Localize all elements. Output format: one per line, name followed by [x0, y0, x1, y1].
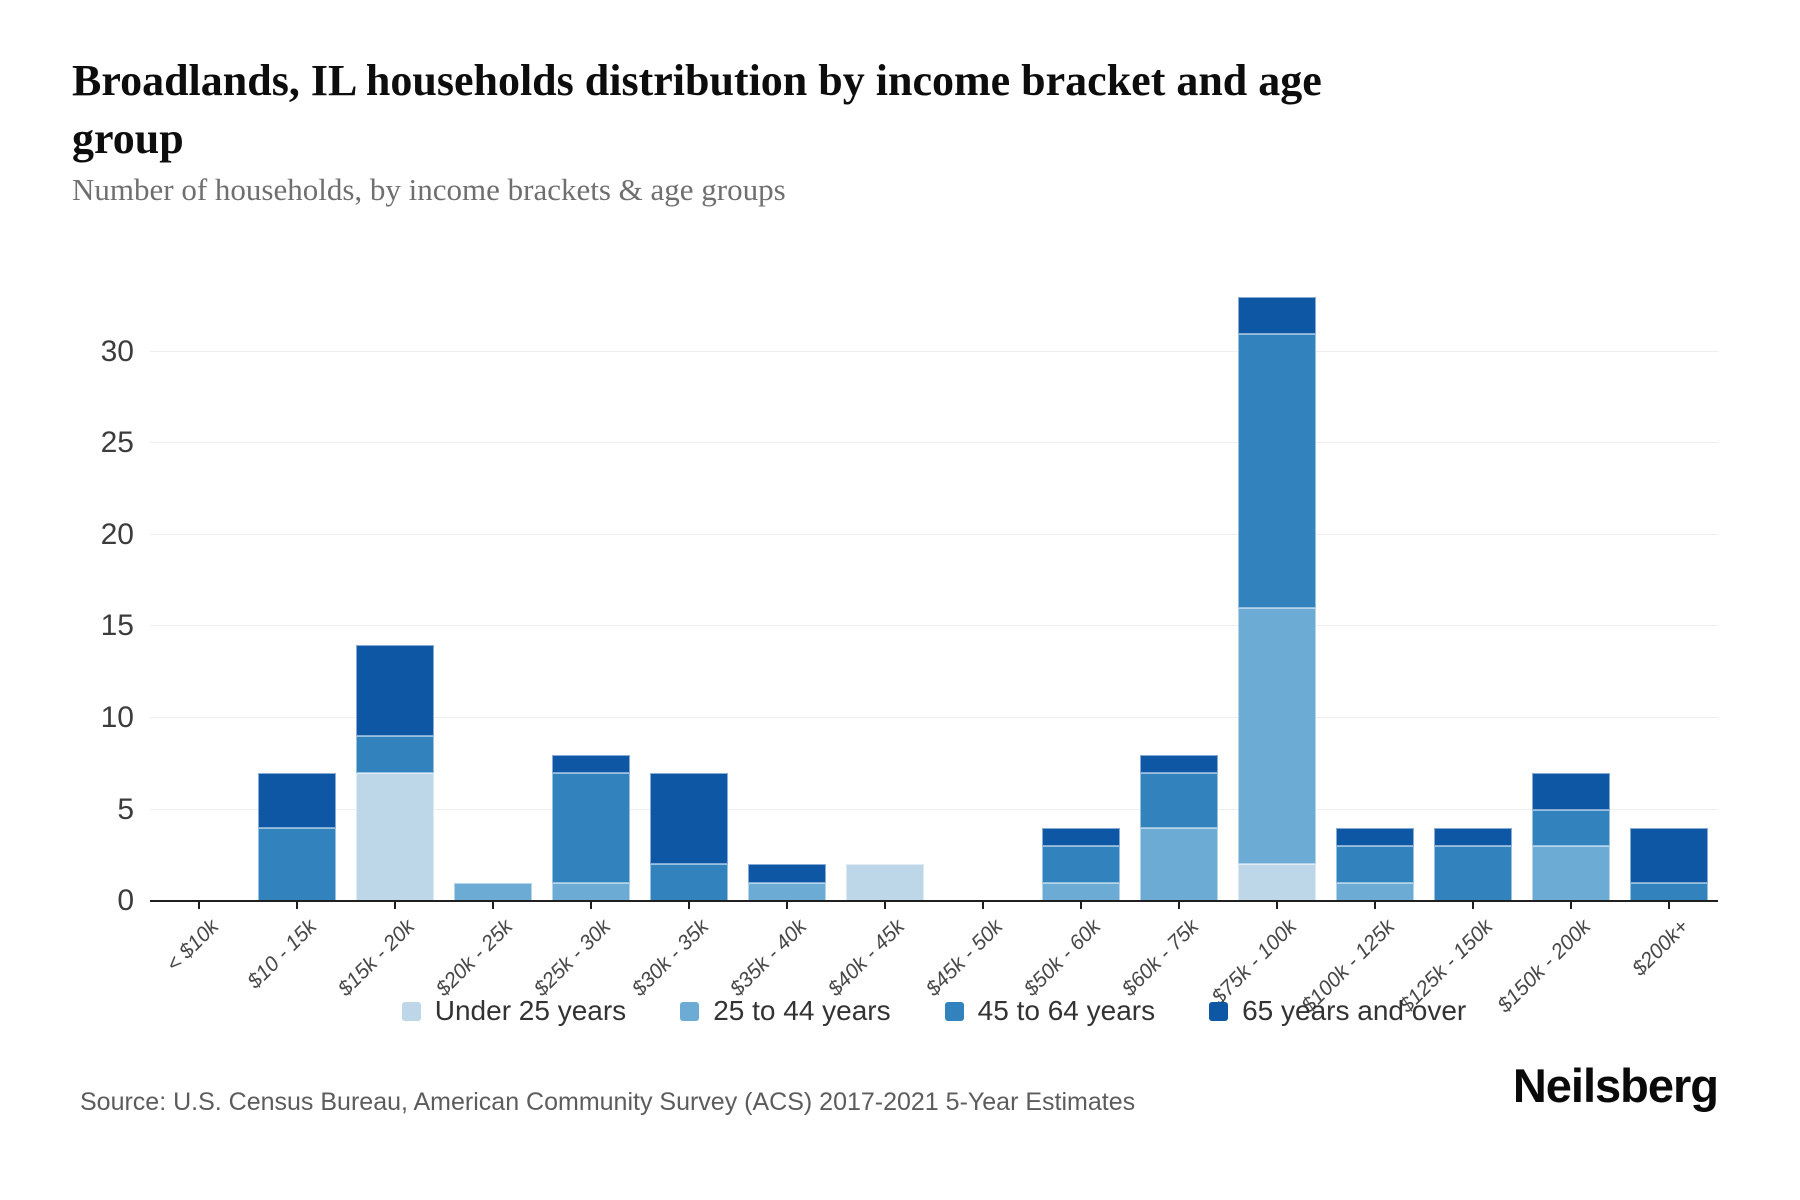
bar-segment[interactable] [552, 882, 630, 901]
bar-segment[interactable] [356, 644, 434, 737]
legend-swatch-icon [680, 1001, 700, 1021]
x-axis-tick [688, 902, 690, 909]
bar-segment[interactable] [1336, 882, 1414, 901]
chart-plot-area: 0 5 10 15 20 25 30 < $10k $10 - 15k $15k - 20k $20… [101, 297, 1718, 1017]
gridline-y-30 [150, 350, 1718, 352]
bar-segment[interactable] [1140, 772, 1218, 828]
bar-segment[interactable] [748, 882, 826, 901]
bar-segment[interactable] [1434, 846, 1512, 901]
y-axis-tick-label-20: 20 [100, 517, 134, 551]
legend-item[interactable]: 65 years and over [1209, 995, 1466, 1027]
bar-segment[interactable] [650, 772, 728, 865]
legend-item[interactable]: 25 to 44 years [680, 995, 891, 1027]
bar-segment[interactable] [356, 772, 434, 901]
bar-segment[interactable] [1238, 608, 1316, 865]
x-axis-tick [492, 902, 494, 909]
bar-segment[interactable] [1238, 297, 1316, 334]
x-axis-label: $35k - 40k [725, 915, 812, 1001]
x-axis-label: $30k - 35k [627, 915, 714, 1001]
x-axis-tick [1668, 902, 1670, 909]
bar-segment[interactable] [1630, 827, 1708, 883]
y-axis-tick-label-25: 25 [100, 426, 134, 460]
chart-legend: Under 25 years 25 to 44 years 45 to 64 yea… [150, 995, 1718, 1027]
gridline-y-10 [150, 716, 1718, 718]
x-axis-tick [786, 902, 788, 909]
bar-segment[interactable] [1042, 882, 1120, 901]
x-axis-tick [1178, 902, 1180, 909]
bar-segment[interactable] [356, 736, 434, 773]
x-axis-label: $200k+ [1627, 915, 1694, 981]
y-axis-tick-label-5: 5 [117, 792, 134, 826]
bar-segment[interactable] [258, 772, 336, 828]
x-axis-tick [394, 902, 396, 909]
x-axis-label: < $10k [161, 915, 224, 977]
x-axis-label: $40k - 45k [823, 915, 910, 1001]
legend-item[interactable]: Under 25 years [401, 995, 627, 1027]
bar-segment[interactable] [552, 772, 630, 883]
bar-segment[interactable] [1140, 754, 1218, 773]
x-axis-label: $60k - 75k [1117, 915, 1204, 1001]
gridline-y-20 [150, 533, 1718, 535]
legend-label: Under 25 years [434, 995, 627, 1026]
bar-segment[interactable] [1630, 882, 1708, 901]
neilsberg-logo[interactable]: Neilsberg [1512, 1059, 1719, 1112]
legend-label: 25 to 44 years [713, 995, 891, 1026]
bar-segment[interactable] [1336, 846, 1414, 883]
legend-swatch-icon [401, 1001, 421, 1021]
x-axis-label: $15k - 20k [333, 915, 420, 1001]
legend-swatch-icon [944, 1001, 964, 1021]
bar-segment[interactable] [1238, 864, 1316, 901]
x-axis-tick [198, 902, 200, 909]
bar-segment[interactable] [1140, 827, 1218, 901]
bar-segment[interactable] [258, 827, 336, 901]
x-axis-tick [884, 902, 886, 909]
gridline-y-5 [150, 808, 1718, 810]
bar-segment[interactable] [1042, 827, 1120, 847]
gridline-y-25 [150, 442, 1718, 444]
x-axis-label: $10 - 15k [243, 915, 322, 994]
y-axis-tick-label-10: 10 [100, 700, 134, 734]
bar-segment[interactable] [650, 864, 728, 901]
x-axis-tick [1472, 902, 1474, 909]
x-axis-line [150, 900, 1718, 902]
x-axis-label: $20k - 25k [431, 915, 518, 1001]
bar-segment[interactable] [1434, 827, 1512, 847]
source-text: Source: U.S. Census Bureau, American Com… [80, 1088, 1136, 1116]
bar-segment[interactable] [454, 882, 532, 901]
bar-segment[interactable] [1532, 846, 1610, 901]
page-title: Broadlands, IL households distribution b… [72, 56, 1322, 164]
page-subtitle: Number of households, by income brackets… [72, 172, 786, 207]
x-axis-label: $25k - 30k [529, 915, 616, 1001]
x-axis-tick [1276, 902, 1278, 909]
bar-segment[interactable] [552, 754, 630, 773]
x-axis-label: $50k - 60k [1019, 915, 1106, 1001]
legend-label: 45 to 64 years [977, 995, 1156, 1026]
legend-swatch-icon [1209, 1001, 1229, 1021]
bar-segment[interactable] [1532, 772, 1610, 810]
x-axis-tick [1570, 902, 1572, 909]
bar-segment[interactable] [1042, 846, 1120, 883]
x-axis-tick [1374, 902, 1376, 909]
y-axis-tick-label-15: 15 [100, 609, 134, 643]
bar-segment[interactable] [1532, 809, 1610, 847]
y-axis-tick-label-0: 0 [117, 884, 134, 917]
legend-item[interactable]: 45 to 64 years [944, 995, 1156, 1027]
bar-segment[interactable] [1336, 827, 1414, 847]
legend-label: 65 years and over [1242, 995, 1467, 1026]
x-axis-tick [590, 902, 592, 909]
x-axis-tick [1080, 902, 1082, 909]
x-axis-label: $45k - 50k [921, 915, 1008, 1001]
bar-segment[interactable] [846, 864, 924, 901]
bar-segment[interactable] [748, 864, 826, 883]
x-axis-tick [982, 902, 984, 909]
gridline-y-15 [150, 625, 1718, 627]
y-axis-tick-label-30: 30 [100, 334, 134, 368]
x-axis-tick [296, 902, 298, 909]
bar-segment[interactable] [1238, 333, 1316, 609]
